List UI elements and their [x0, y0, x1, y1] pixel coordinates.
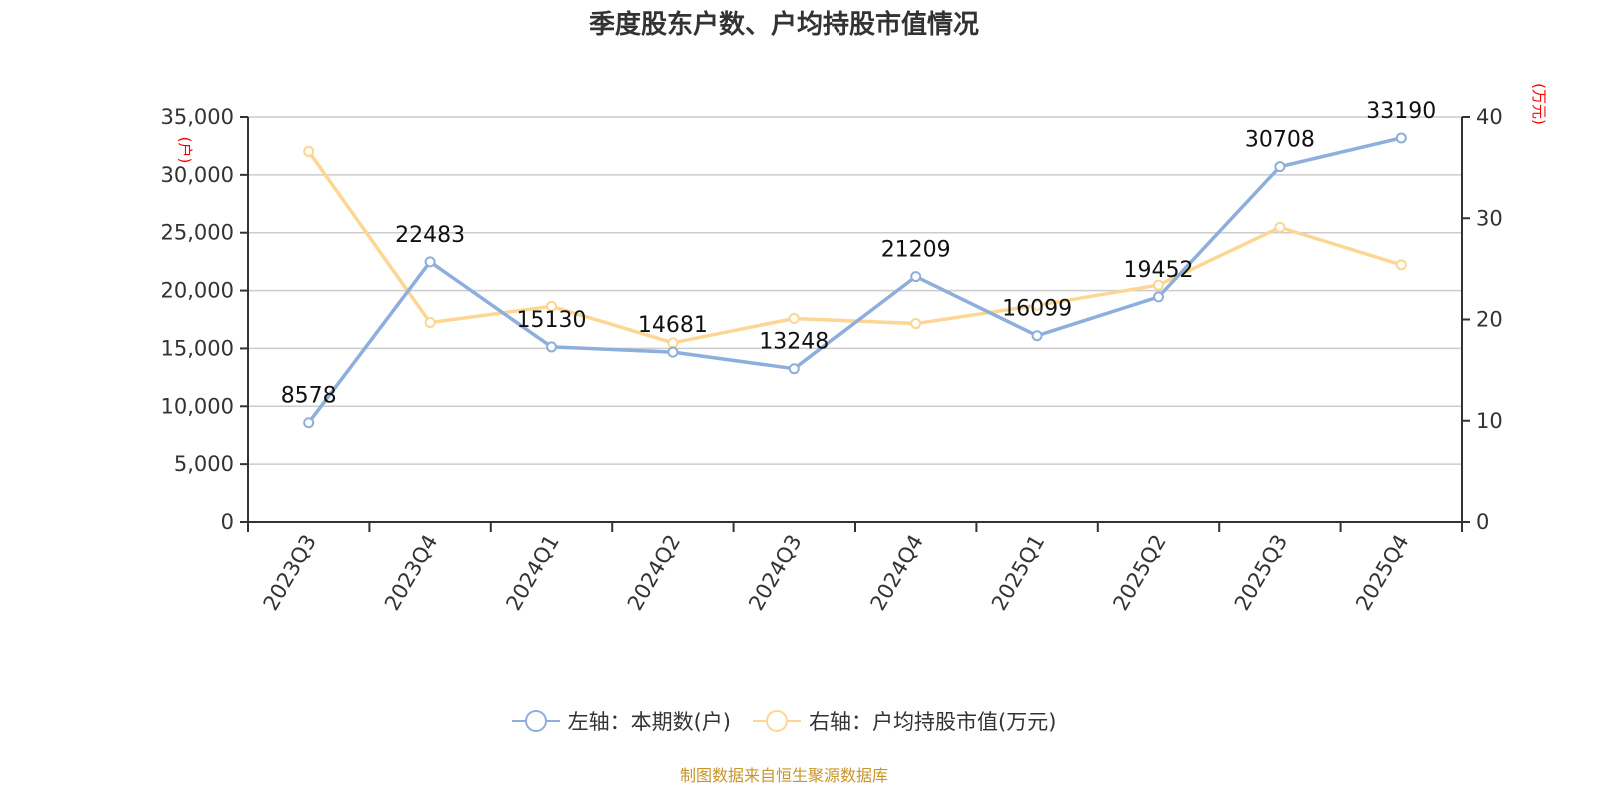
legend-label: 右轴：户均持股市值(万元)	[809, 710, 1057, 734]
y-right-tick-label: 20	[1476, 308, 1503, 332]
y-left-tick-label: 35,000	[161, 105, 234, 129]
y-left-tick-label: 15,000	[161, 336, 234, 360]
data-point[interactable]	[1031, 330, 1043, 342]
y-left-tick-label: 30,000	[161, 163, 234, 187]
y-left-unit-label: (户)	[176, 137, 194, 164]
data-point[interactable]	[1395, 259, 1407, 271]
data-point[interactable]	[1031, 299, 1043, 311]
data-point[interactable]	[1395, 132, 1407, 144]
data-label: 21209	[881, 238, 951, 263]
y-left-tick-label: 5,000	[174, 452, 234, 476]
data-point[interactable]	[1274, 221, 1286, 233]
data-point[interactable]	[546, 341, 557, 353]
data-point[interactable]	[424, 317, 436, 329]
x-tick-label: 2024Q1	[501, 531, 563, 615]
x-tick-label: 2023Q3	[259, 531, 321, 615]
data-label: 14681	[638, 313, 708, 338]
legend-line-circle-icon	[753, 710, 801, 732]
data-label: 22483	[395, 223, 465, 248]
data-label: 8578	[281, 384, 337, 409]
data-point[interactable]	[910, 318, 922, 330]
x-tick-label: 2024Q3	[744, 531, 806, 615]
data-label: 13248	[759, 330, 829, 355]
y-right-tick-label: 30	[1476, 206, 1503, 230]
data-label: 15130	[517, 308, 587, 333]
data-label: 33190	[1366, 99, 1436, 124]
data-point[interactable]	[667, 337, 679, 349]
x-tick-label: 2025Q2	[1108, 531, 1170, 615]
data-point[interactable]	[910, 271, 922, 283]
data-label: 19452	[1124, 258, 1194, 283]
y-right-tick-label: 0	[1476, 510, 1489, 534]
data-point[interactable]	[788, 312, 800, 324]
data-label: 16099	[1002, 297, 1072, 322]
data-point[interactable]	[788, 363, 800, 375]
data-point[interactable]	[1274, 161, 1286, 173]
series-line	[307, 136, 1402, 424]
data-point[interactable]	[303, 145, 315, 157]
data-source-note: 制图数据来自恒生聚源数据库	[679, 766, 888, 785]
y-right-unit-label: (万元)	[1530, 83, 1548, 125]
x-tick-label: 2025Q4	[1351, 531, 1413, 615]
y-left-tick-label: 0	[221, 510, 234, 534]
y-left-tick-label: 10,000	[161, 394, 234, 418]
chart-title: 季度股东户数、户均持股市值情况	[588, 10, 979, 40]
y-right-tick-label: 10	[1476, 409, 1503, 433]
y-right-tick-label: 40	[1476, 105, 1503, 129]
y-left-tick-label: 20,000	[161, 279, 234, 303]
data-point[interactable]	[667, 346, 679, 358]
line-chart: 0 5,000 10,000 15,000 20,000 25,000 30,000 35,0…	[161, 83, 1548, 615]
legend-label: 左轴：本期数(户)	[567, 710, 731, 734]
data-point[interactable]	[424, 256, 436, 268]
data-point[interactable]	[546, 300, 557, 312]
data-point[interactable]	[1153, 291, 1164, 303]
data-label: 30708	[1245, 128, 1315, 153]
x-tick-label: 2025Q3	[1230, 531, 1292, 615]
x-tick-label: 2025Q1	[987, 531, 1049, 615]
legend-item-right-axis[interactable]: 右轴：户均持股市值(万元)	[753, 706, 1056, 736]
x-tick-label: 2023Q4	[380, 531, 442, 615]
data-point[interactable]	[303, 417, 315, 429]
series-line	[307, 150, 1402, 345]
legend-item-left-axis[interactable]: 左轴：本期数(户)	[511, 706, 731, 736]
y-left-tick-label: 25,000	[161, 221, 234, 245]
x-tick-label: 2024Q2	[623, 531, 685, 615]
legend: 左轴：本期数(户) 右轴：户均持股市值(万元)	[0, 706, 1568, 736]
x-tick-label: 2024Q4	[866, 531, 928, 615]
data-point[interactable]	[1153, 279, 1164, 291]
legend-line-circle-icon	[511, 710, 560, 732]
